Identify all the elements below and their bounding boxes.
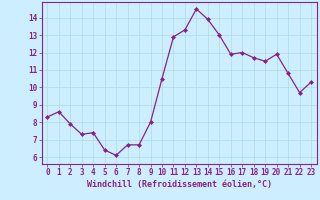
- X-axis label: Windchill (Refroidissement éolien,°C): Windchill (Refroidissement éolien,°C): [87, 180, 272, 189]
